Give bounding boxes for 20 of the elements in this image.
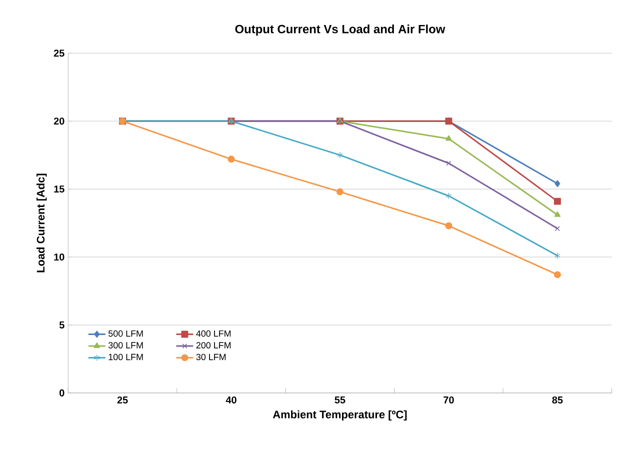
y-tick-label: 5 bbox=[59, 321, 64, 328]
y-tick-label: 20 bbox=[54, 118, 64, 125]
y-tick-label: 25 bbox=[54, 50, 64, 57]
y-tick-label: 0 bbox=[59, 389, 64, 396]
x-tick-label: 70 bbox=[444, 396, 454, 404]
legend-label: 30 LFM bbox=[196, 354, 226, 360]
y-axis-title: Load Current [Adc] bbox=[36, 174, 47, 272]
legend-label: 500 LFM bbox=[108, 330, 143, 337]
legend-label: 300 LFM bbox=[108, 342, 143, 348]
legend-label: 100 LFM bbox=[108, 354, 143, 360]
x-tick-label: 25 bbox=[117, 396, 128, 404]
x-axis-title: Ambient Temperature [ºC] bbox=[272, 410, 407, 420]
legend-label: 400 LFM bbox=[196, 330, 231, 337]
x-tick-label: 55 bbox=[334, 396, 346, 404]
chart-title: Output Current Vs Load and Air Flow bbox=[235, 24, 446, 36]
y-tick-label: 15 bbox=[54, 186, 64, 192]
x-tick-label: 40 bbox=[226, 396, 236, 404]
x-tick-label: 85 bbox=[552, 396, 563, 404]
y-tick-label: 10 bbox=[54, 253, 64, 260]
legend-label: 200 LFM bbox=[196, 342, 231, 348]
